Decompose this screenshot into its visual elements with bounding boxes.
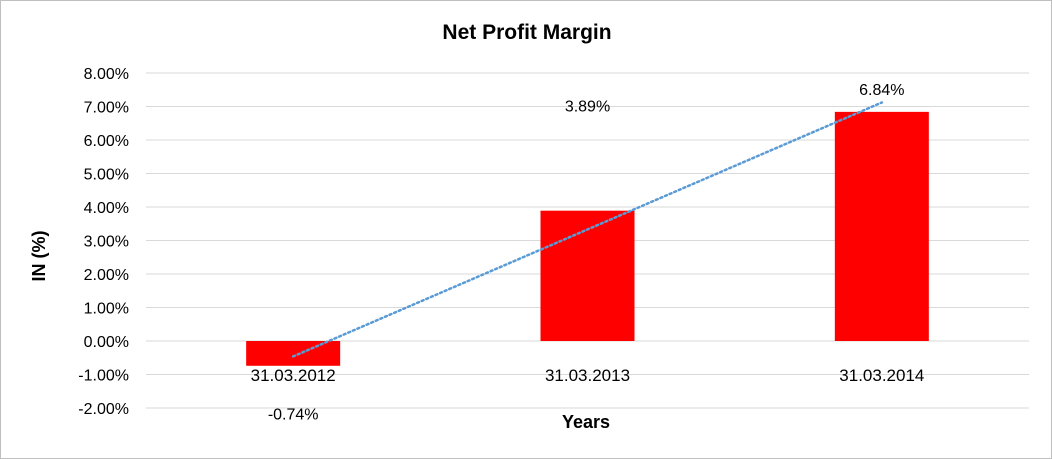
data-label: 6.84%	[859, 82, 904, 99]
y-tick-label: -2.00%	[78, 401, 129, 418]
y-tick-label: 2.00%	[84, 267, 129, 284]
bar	[834, 111, 929, 341]
y-tick-label: 0.00%	[84, 334, 129, 351]
category-label: 31.03.2014	[839, 366, 924, 385]
chart-title: Net Profit Margin	[442, 21, 611, 44]
y-tick-label: 7.00%	[84, 100, 129, 117]
category-labels: 31.03.2012 31.03.2013 31.03.2014	[251, 366, 925, 385]
y-tick-label: 3.00%	[84, 234, 129, 251]
trendline-line	[291, 101, 884, 358]
data-labels: -0.74% 3.89% 6.84%	[268, 82, 905, 424]
data-label: 3.89%	[565, 99, 610, 116]
y-axis-title: IN (%)	[29, 231, 49, 282]
category-label: 31.03.2012	[251, 366, 336, 385]
bar	[540, 210, 635, 341]
trendline	[291, 101, 884, 358]
bar	[246, 341, 341, 366]
y-tick-label: 8.00%	[84, 66, 129, 83]
y-tick-label: 4.00%	[84, 200, 129, 217]
y-tick-label: -1.00%	[78, 368, 129, 385]
data-label: -0.74%	[268, 407, 319, 424]
x-axis-title: Years	[562, 412, 610, 432]
y-tick-label: 5.00%	[84, 167, 129, 184]
category-label: 31.03.2013	[545, 366, 630, 385]
y-tick-label: 1.00%	[84, 301, 129, 318]
bars	[246, 111, 929, 366]
y-tick-labels: -2.00% -1.00% 0.00% 1.00% 2.00% 3.00% 4.00% 5.0…	[78, 66, 129, 418]
y-tick-label: 6.00%	[84, 133, 129, 150]
